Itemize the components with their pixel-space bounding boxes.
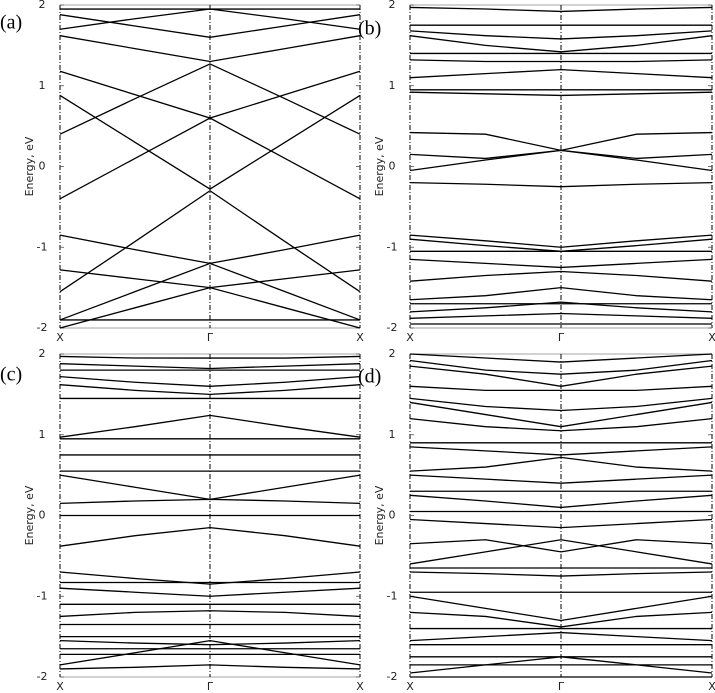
y-axis-label: Energy, eV [23,485,36,545]
x-tick-label: X [56,680,64,693]
band-line [59,414,361,438]
y-tick-label: 2 [39,0,46,11]
band-line [59,63,361,135]
y-axis-label: Energy, eV [23,136,36,196]
band-line [59,384,361,396]
y-tick-label: -1 [387,589,398,602]
band-line [409,234,713,248]
y-tick-label: 1 [389,79,396,92]
y-tick-label: -2 [387,670,398,683]
band-line [59,363,361,370]
y-tick-label: -2 [37,670,48,683]
band-line [409,385,713,391]
band-line [59,571,361,585]
band-line [59,8,361,30]
y-tick-label: -1 [37,589,48,602]
band-line [409,539,713,553]
band-line [409,258,713,269]
panel-label: (a) [0,12,22,34]
band-line [59,375,361,387]
y-axis-label: Energy, eV [373,485,386,545]
band-line [59,355,361,359]
band-line [409,397,713,412]
x-tick-label: Γ [558,331,565,344]
x-tick-label: Γ [558,680,565,693]
band-line [409,417,713,432]
band-line [409,571,713,577]
band-line [59,189,361,293]
band-line [409,91,713,97]
band-line [409,539,713,565]
y-tick-label: 1 [39,79,46,92]
band-line [409,365,713,387]
band-line [59,498,361,505]
band-line [409,286,713,301]
band-line [409,518,713,529]
y-tick-label: 0 [389,160,396,173]
x-tick-label: X [56,331,64,344]
band-line [409,59,713,63]
band-line [59,664,361,670]
band-line [409,494,713,509]
band-line [409,312,713,319]
panel-label: (d) [358,366,381,388]
band-line [59,35,361,63]
x-tick-label: Γ [207,680,214,693]
band-line [59,640,361,646]
band-line [409,456,713,472]
band-line [409,182,713,188]
y-tick-label: 0 [39,160,46,173]
band-line [59,640,361,666]
y-tick-label: 2 [39,347,46,360]
band-line [409,270,713,282]
band-line [409,359,713,375]
panel-label: (b) [358,18,381,40]
band-line [59,262,361,321]
band-line [409,595,713,622]
x-tick-label: X [356,331,364,344]
x-tick-label: X [708,331,715,344]
y-axis-label: Energy, eV [373,136,386,196]
band-line [59,94,361,190]
band-line [409,35,713,53]
x-tick-label: X [708,680,715,693]
band-line [409,149,713,172]
band-line [409,30,713,40]
band-line [409,631,713,642]
y-tick-label: -1 [37,240,48,253]
y-tick-label: 1 [389,428,396,441]
band-line [59,610,361,618]
band-line [59,286,361,329]
x-tick-label: Γ [207,331,214,344]
band-line [59,117,361,200]
y-tick-label: 0 [389,509,396,522]
band-line [409,301,713,313]
band-line [59,587,361,597]
y-tick-label: -2 [37,321,48,334]
y-tick-label: -2 [387,321,398,334]
x-tick-label: X [356,680,364,693]
band-line [409,6,713,13]
band-line [409,611,713,628]
y-tick-label: 2 [389,347,396,360]
x-tick-label: X [406,331,414,344]
y-tick-label: 2 [389,0,396,11]
band-line [409,353,713,363]
y-tick-label: -1 [387,240,398,253]
band-line [409,401,713,428]
panel-label: (c) [0,364,22,386]
band-line [409,656,713,674]
band-line [409,446,713,456]
band-line [409,68,713,79]
band-line [59,526,361,547]
y-tick-label: 0 [39,509,46,522]
band-line [409,474,713,484]
y-tick-label: 1 [39,428,46,441]
x-tick-label: X [406,680,414,693]
